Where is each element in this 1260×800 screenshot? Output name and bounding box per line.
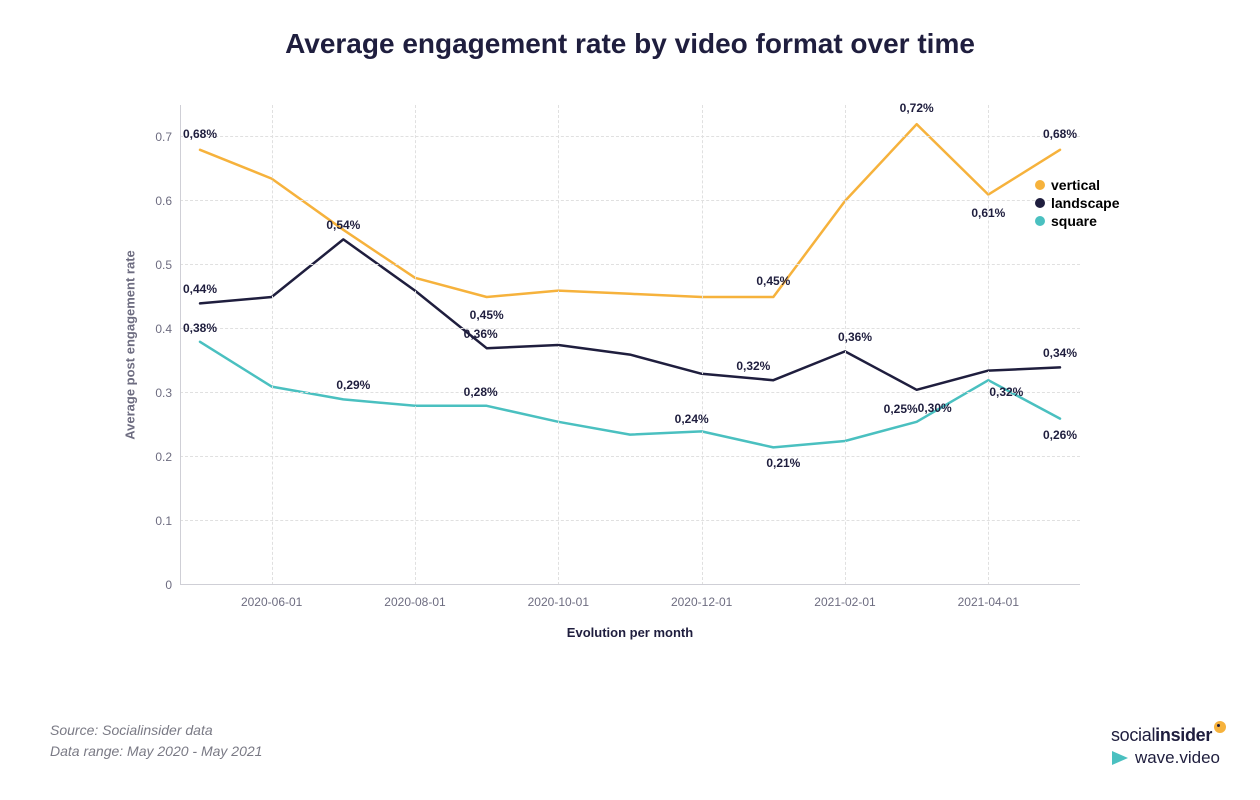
series-line-square <box>200 342 1060 448</box>
legend-swatch-icon <box>1035 216 1045 226</box>
ytick-label: 0.2 <box>155 450 172 464</box>
ytick-label: 0.3 <box>155 386 172 400</box>
ytick-label: 0.7 <box>155 130 172 144</box>
chart-container: Average post engagement rate Evolution p… <box>120 95 1080 635</box>
x-axis-label: Evolution per month <box>567 625 693 640</box>
xtick-label: 2021-02-01 <box>814 595 875 609</box>
gridline-v <box>845 105 846 585</box>
legend-label: square <box>1051 213 1097 229</box>
legend-swatch-icon <box>1035 180 1045 190</box>
xtick-label: 2020-10-01 <box>528 595 589 609</box>
xtick-label: 2020-06-01 <box>241 595 302 609</box>
logo-dot-icon <box>1214 721 1226 733</box>
legend-item-square: square <box>1035 213 1119 229</box>
x-axis-line <box>180 584 1080 585</box>
y-axis-label: Average post engagement rate <box>123 250 138 440</box>
logos-block: socialinsider wave.video <box>1111 725 1220 768</box>
gridline-h <box>180 328 1080 329</box>
y-axis-line <box>180 105 181 585</box>
gridline-v <box>415 105 416 585</box>
ytick-label: 0.4 <box>155 322 172 336</box>
ytick-label: 0.6 <box>155 194 172 208</box>
gridline-h <box>180 200 1080 201</box>
chart-lines <box>180 105 1080 585</box>
play-icon <box>1111 750 1129 766</box>
xtick-label: 2020-08-01 <box>384 595 445 609</box>
legend-item-vertical: vertical <box>1035 177 1119 193</box>
legend-item-landscape: landscape <box>1035 195 1119 211</box>
xtick-label: 2020-12-01 <box>671 595 732 609</box>
ytick-label: 0 <box>165 578 172 592</box>
wavevideo-logo: wave.video <box>1111 748 1220 768</box>
plot-area: Average post engagement rate Evolution p… <box>180 105 1080 585</box>
legend-swatch-icon <box>1035 198 1045 208</box>
legend-label: landscape <box>1051 195 1119 211</box>
series-line-landscape <box>200 239 1060 389</box>
gridline-v <box>272 105 273 585</box>
gridline-v <box>558 105 559 585</box>
gridline-h <box>180 520 1080 521</box>
xtick-label: 2021-04-01 <box>958 595 1019 609</box>
source-caption: Source: Socialinsider data Data range: M… <box>50 720 262 762</box>
gridline-h <box>180 136 1080 137</box>
source-line-1: Source: Socialinsider data <box>50 720 262 741</box>
socialinsider-logo: socialinsider <box>1111 725 1220 746</box>
ytick-label: 0.1 <box>155 514 172 528</box>
legend-label: vertical <box>1051 177 1100 193</box>
chart-title: Average engagement rate by video format … <box>0 28 1260 60</box>
gridline-h <box>180 264 1080 265</box>
gridline-h <box>180 456 1080 457</box>
gridline-h <box>180 392 1080 393</box>
series-line-vertical <box>200 124 1060 297</box>
ytick-label: 0.5 <box>155 258 172 272</box>
source-line-2: Data range: May 2020 - May 2021 <box>50 741 262 762</box>
gridline-v <box>988 105 989 585</box>
legend: vertical landscape square <box>1035 177 1119 231</box>
gridline-v <box>702 105 703 585</box>
